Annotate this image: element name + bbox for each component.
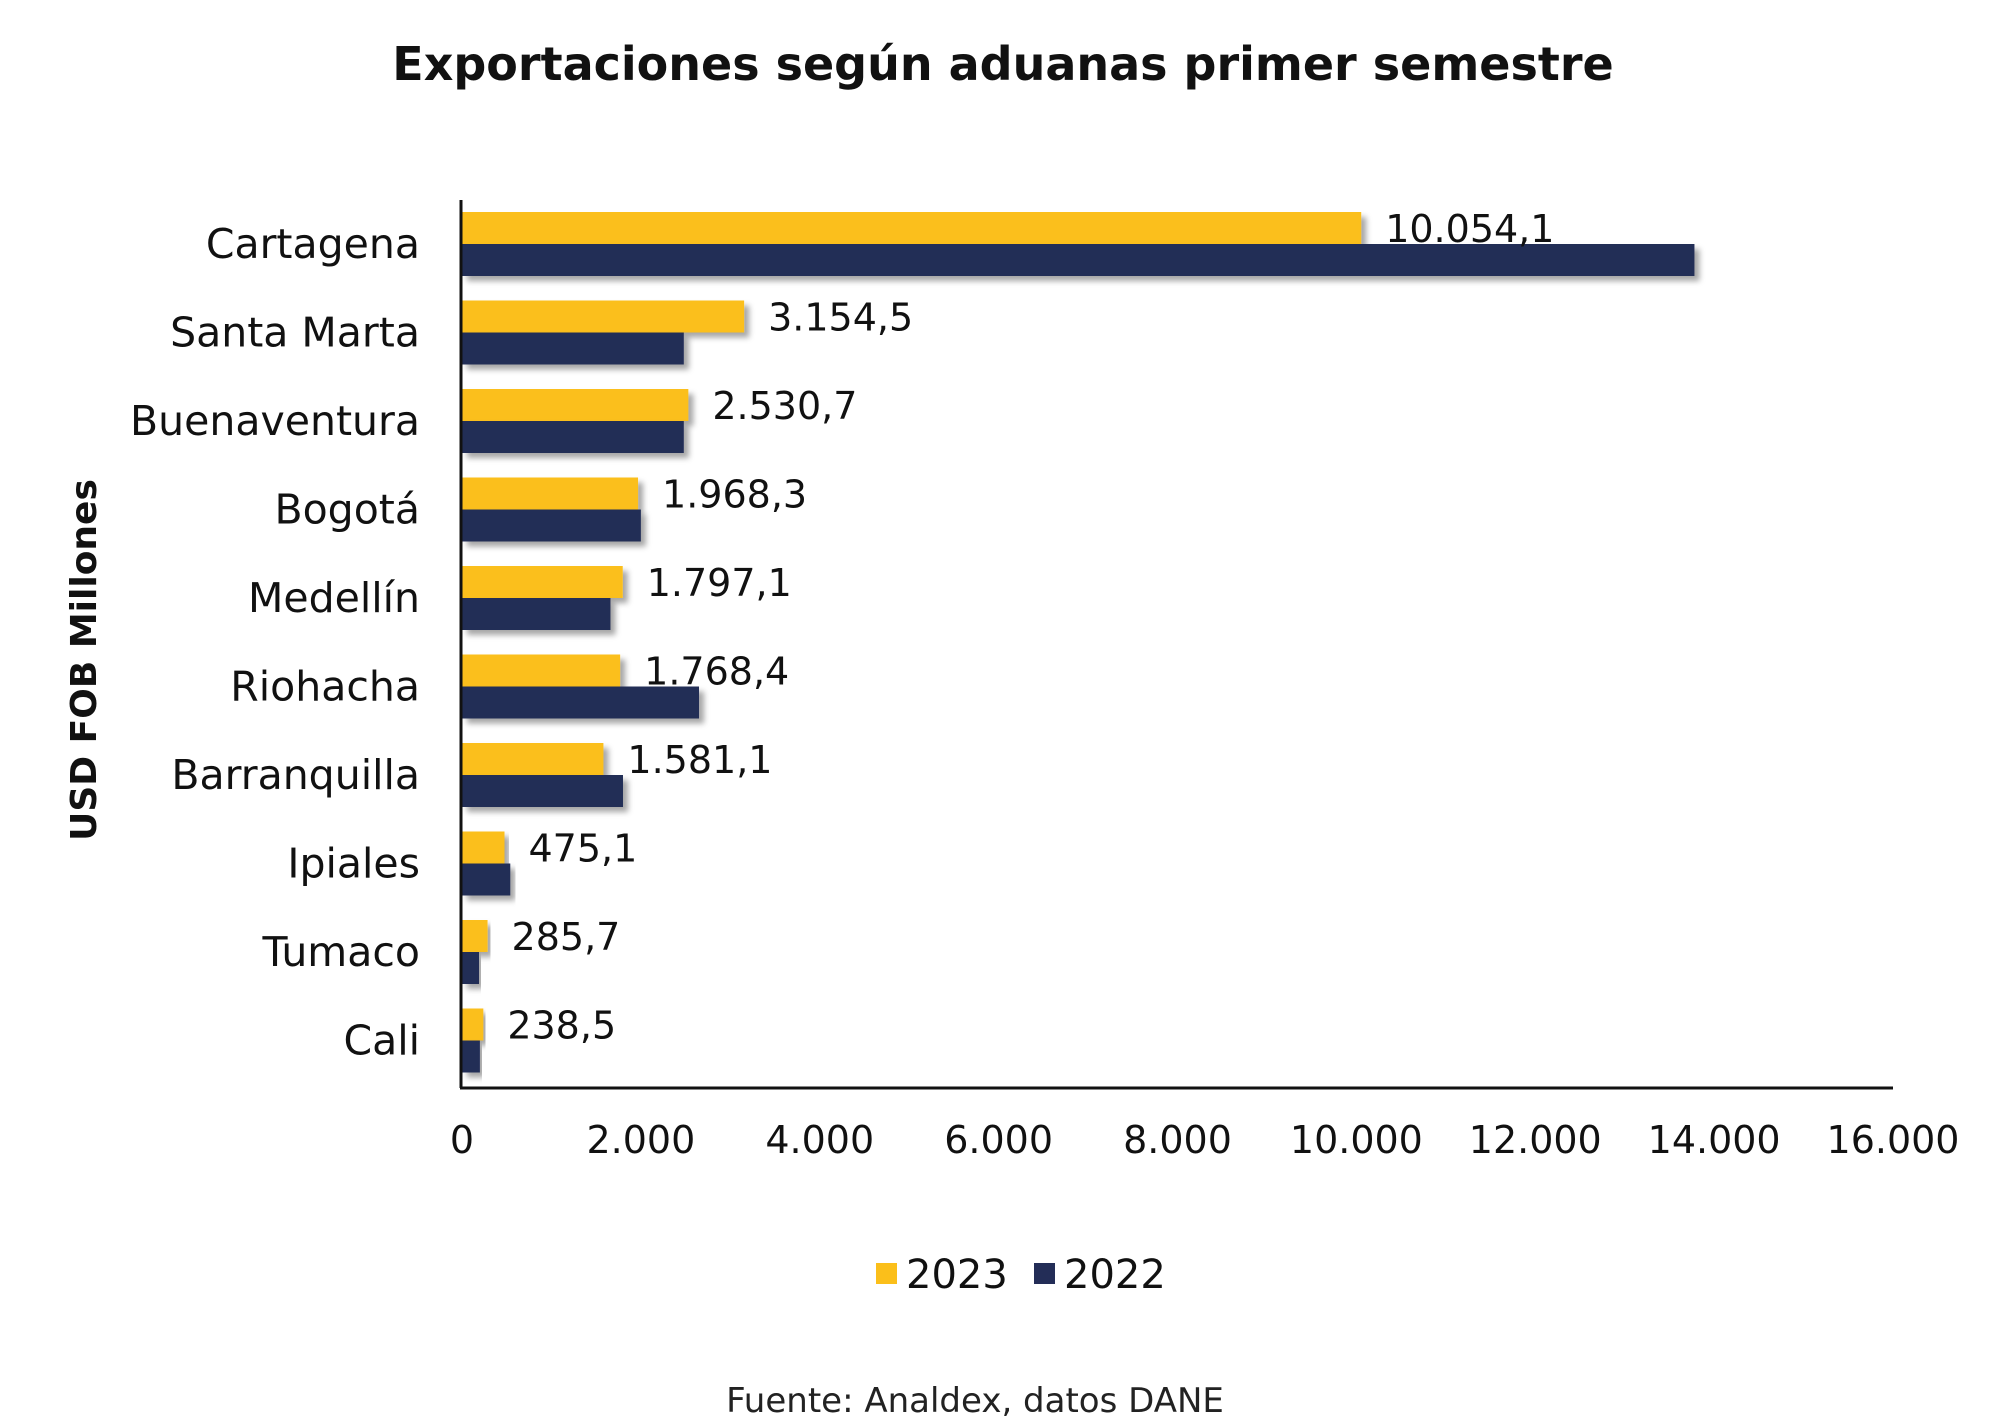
data-label-2023-5: 1.768,4 bbox=[644, 650, 789, 694]
data-label-2023-3: 1.968,3 bbox=[662, 473, 807, 517]
category-labels: Cartagena Santa Marta Buenaventura Bogotá Me… bbox=[130, 220, 420, 1065]
bar-2023-7 bbox=[462, 831, 505, 864]
data-label-2023-4: 1.797,1 bbox=[647, 561, 792, 605]
x-tick-label-4: 8.000 bbox=[1123, 1118, 1232, 1162]
bar-2022-8 bbox=[462, 952, 479, 984]
data-label-2023-8: 285,7 bbox=[512, 915, 621, 959]
bar-2023-2 bbox=[462, 389, 689, 421]
category-label-9: Cali bbox=[343, 1017, 420, 1065]
category-label-4: Medellín bbox=[248, 574, 420, 622]
chart-title: Exportaciones según aduanas primer semes… bbox=[392, 37, 1613, 91]
category-label-7: Ipiales bbox=[287, 840, 420, 888]
bar-2022-3 bbox=[462, 509, 641, 542]
bar-2022-7 bbox=[462, 863, 511, 896]
bar-2023-1 bbox=[462, 300, 745, 333]
category-label-0: Cartagena bbox=[206, 220, 420, 268]
bar-2023-8 bbox=[462, 920, 488, 952]
legend-label-2023: 2023 bbox=[906, 1252, 1008, 1298]
source-note: Fuente: Analdex, datos DANE bbox=[726, 1381, 1224, 1418]
bar-2023-5 bbox=[462, 654, 621, 687]
bar-2022-1 bbox=[462, 332, 684, 365]
bar-2022-6 bbox=[462, 775, 623, 807]
bar-2023-4 bbox=[462, 566, 623, 598]
category-label-5: Riohacha bbox=[230, 663, 420, 711]
data-label-2023-9: 238,5 bbox=[507, 1004, 616, 1048]
legend: 2023 2022 bbox=[876, 1252, 1166, 1298]
bar-2022-5 bbox=[462, 686, 700, 719]
y-axis-label: USD FOB Millones bbox=[64, 479, 105, 841]
category-label-1: Santa Marta bbox=[170, 309, 420, 357]
x-tick-label-6: 12.000 bbox=[1469, 1118, 1602, 1162]
bar-2023-9 bbox=[462, 1008, 484, 1041]
data-label-2023-0: 10.054,1 bbox=[1385, 207, 1554, 251]
category-label-3: Bogotá bbox=[274, 486, 420, 534]
bar-2023-3 bbox=[462, 477, 639, 510]
legend-swatch-2022 bbox=[1034, 1263, 1055, 1284]
legend-swatch-2023 bbox=[876, 1263, 897, 1284]
bar-2023-6 bbox=[462, 743, 604, 775]
x-tick-label-8: 16.000 bbox=[1827, 1118, 1960, 1162]
x-tick-label-3: 6.000 bbox=[944, 1118, 1053, 1162]
bars-layer bbox=[462, 212, 1695, 1073]
bar-2023-0 bbox=[462, 212, 1362, 244]
category-label-8: Tumaco bbox=[262, 928, 421, 976]
category-label-6: Barranquilla bbox=[171, 751, 420, 799]
data-label-2023-2: 2.530,7 bbox=[712, 384, 857, 428]
bar-2022-4 bbox=[462, 598, 611, 630]
x-tick-label-0: 0 bbox=[450, 1118, 474, 1162]
data-label-2023-1: 3.154,5 bbox=[768, 296, 913, 340]
category-label-2: Buenaventura bbox=[130, 397, 420, 445]
x-axis-ticks: 0 2.000 4.000 6.000 8.000 10.000 12.000 14.000 1… bbox=[450, 1118, 1960, 1162]
data-labels: 10.054,1 3.154,5 2.530,7 1.968,3 1.797,1 1.76… bbox=[507, 207, 1554, 1048]
legend-label-2022: 2022 bbox=[1064, 1252, 1166, 1298]
data-label-2023-6: 1.581,1 bbox=[627, 738, 772, 782]
x-tick-label-5: 10.000 bbox=[1290, 1118, 1423, 1162]
x-tick-label-1: 2.000 bbox=[586, 1118, 695, 1162]
bar-2022-0 bbox=[462, 244, 1695, 276]
x-tick-label-7: 14.000 bbox=[1648, 1118, 1781, 1162]
bar-2022-2 bbox=[462, 421, 684, 453]
x-tick-label-2: 4.000 bbox=[765, 1118, 874, 1162]
data-label-2023-7: 475,1 bbox=[528, 827, 637, 871]
bar-2022-9 bbox=[462, 1040, 480, 1073]
